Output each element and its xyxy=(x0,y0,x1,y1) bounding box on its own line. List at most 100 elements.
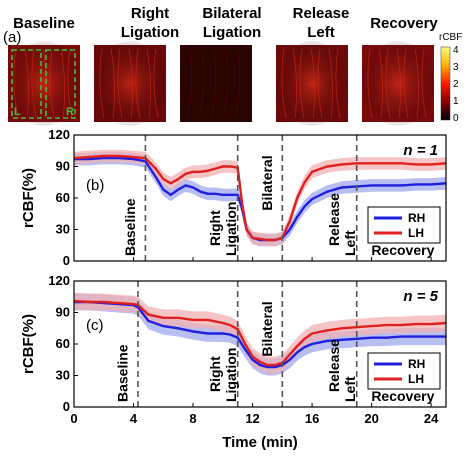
y-tick-label: 30 xyxy=(56,368,70,383)
perfusion-glow xyxy=(94,41,166,126)
vessel-texture xyxy=(211,50,216,117)
legend-box xyxy=(367,352,441,390)
phase-label: Left xyxy=(342,376,358,402)
perfusion-image-frame xyxy=(180,45,252,122)
y-tick-label: 60 xyxy=(56,190,70,205)
colorbar-tick: 0 xyxy=(453,113,459,124)
series-line-lh xyxy=(73,154,447,242)
vessel-texture xyxy=(117,48,123,119)
image-title: Baseline xyxy=(13,15,75,32)
roi-box-right xyxy=(45,49,76,119)
phase-label: Release xyxy=(326,339,342,392)
legend-box xyxy=(367,206,441,244)
y-tick-label: 30 xyxy=(56,222,70,237)
x-tick-label: 24 xyxy=(424,411,439,426)
perfusion-image: Bilateral Ligation xyxy=(180,5,262,122)
vessel-texture xyxy=(385,48,391,119)
perfusion-glow xyxy=(362,41,434,126)
vessel-texture xyxy=(403,48,409,119)
vessel-texture xyxy=(335,48,341,119)
image-title: Recovery xyxy=(370,15,438,32)
vessel-texture xyxy=(414,48,420,119)
series-line-lh xyxy=(73,299,447,367)
image-title: Bilateral xyxy=(202,5,261,22)
perfusion-glow xyxy=(276,41,348,126)
colorbar: rCBF 4 3 2 1 0 xyxy=(439,32,462,124)
roi-box-left xyxy=(11,49,42,119)
colorbar-tick: 3 xyxy=(453,62,459,73)
vessel-texture xyxy=(378,48,384,119)
vessel-texture xyxy=(60,48,66,119)
y-axis-label: rCBF(%) xyxy=(20,314,37,374)
vessel-texture xyxy=(153,48,159,119)
y-tick-label: 0 xyxy=(63,253,70,268)
line-chart: Baseline Right Ligation Bilateral Release Lef… xyxy=(20,127,447,268)
vessel-texture xyxy=(99,48,105,119)
vessel-texture xyxy=(146,48,152,119)
vessel-texture xyxy=(13,48,19,119)
image-title: Ligation xyxy=(203,24,261,41)
x-tick-label: 16 xyxy=(305,411,319,426)
panel-a-label: (a) xyxy=(3,29,21,46)
vessel-texture xyxy=(49,48,55,119)
perfusion-image: Right Ligation xyxy=(94,5,179,126)
perfusion-image: Recovery xyxy=(362,15,438,126)
x-tick-label: 8 xyxy=(189,411,196,426)
colorbar-tick: 1 xyxy=(453,96,459,107)
x-tick-label: 20 xyxy=(364,411,378,426)
vessel-texture xyxy=(421,48,427,119)
perfusion-glow xyxy=(8,41,80,126)
y-tick-label: 90 xyxy=(56,159,70,174)
legend-label: RH xyxy=(408,357,425,371)
y-tick-label: 60 xyxy=(56,336,70,351)
vessel-texture xyxy=(31,48,37,119)
phase-label: Right xyxy=(207,356,223,392)
vessel-texture xyxy=(235,50,240,117)
vessel-texture xyxy=(187,50,192,117)
vessel-texture xyxy=(135,48,141,119)
vessel-texture xyxy=(24,48,30,119)
sample-size-label: n = 5 xyxy=(403,288,438,305)
vessel-texture xyxy=(128,48,134,119)
perfusion-image: Baseline L R xyxy=(8,15,80,126)
vessel-texture xyxy=(367,48,373,119)
legend-label: LH xyxy=(408,372,424,386)
x-tick-label: 12 xyxy=(245,411,259,426)
y-tick-label: 120 xyxy=(48,273,70,288)
panel-a: (a) Baseline L R Right Ligation Bilateral Liga… xyxy=(3,5,462,126)
perfusion-image-row: Baseline L R Right Ligation Bilateral Ligation… xyxy=(8,5,438,126)
vessel-texture xyxy=(110,48,116,119)
phase-label: Ligation xyxy=(223,348,239,402)
line-chart: Baseline Right Ligation Bilateral Release Lef… xyxy=(20,273,447,451)
phase-label: Baseline xyxy=(115,344,131,402)
panel-label: (b) xyxy=(86,177,104,194)
x-tick-label: 4 xyxy=(130,411,138,426)
panel-label: (c) xyxy=(86,317,104,334)
perfusion-image: Release Left xyxy=(276,5,349,126)
roi-label-left: L xyxy=(14,106,21,118)
vessel-texture xyxy=(199,50,204,117)
vessel-texture xyxy=(317,48,323,119)
y-tick-label: 90 xyxy=(56,305,70,320)
colorbar-tick: 4 xyxy=(453,45,459,56)
colorbar-title: rCBF xyxy=(439,32,462,43)
colorbar-gradient xyxy=(440,46,451,121)
y-axis-label: rCBF(%) xyxy=(20,168,37,228)
vessel-texture xyxy=(67,48,73,119)
image-title: Left xyxy=(307,24,335,41)
y-tick-label: 120 xyxy=(48,127,70,142)
y-tick-label: 0 xyxy=(63,399,70,414)
sample-size-label: n = 1 xyxy=(403,142,438,159)
phase-label: Baseline xyxy=(122,198,138,256)
vessel-texture xyxy=(299,48,305,119)
x-axis-label: Time (min) xyxy=(222,434,298,451)
phase-label: Ligation xyxy=(223,202,239,256)
phase-label: Left xyxy=(342,230,358,256)
x-tick-label: 0 xyxy=(70,411,77,426)
phase-label: Right xyxy=(207,210,223,246)
image-title: Right xyxy=(131,5,169,22)
vessel-texture xyxy=(396,48,402,119)
